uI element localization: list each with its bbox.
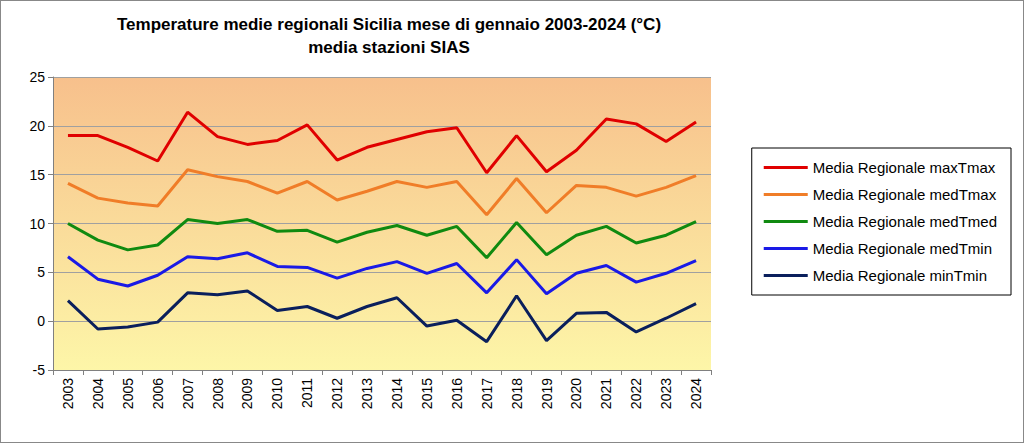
svg-text:2009: 2009: [239, 378, 255, 409]
svg-text:2020: 2020: [568, 378, 584, 409]
svg-text:10: 10: [29, 216, 45, 232]
svg-text:-5: -5: [33, 362, 46, 378]
svg-text:2017: 2017: [479, 378, 495, 409]
svg-text:2015: 2015: [419, 378, 435, 409]
svg-text:2004: 2004: [90, 378, 106, 409]
svg-text:2010: 2010: [269, 378, 285, 409]
svg-text:2012: 2012: [329, 378, 345, 409]
svg-text:2005: 2005: [120, 378, 136, 409]
svg-text:20: 20: [29, 118, 45, 134]
svg-text:2024: 2024: [688, 378, 704, 409]
svg-text:Media Regionale medTmed: Media Regionale medTmed: [813, 213, 997, 230]
svg-text:2021: 2021: [598, 378, 614, 409]
svg-text:2013: 2013: [359, 378, 375, 409]
svg-text:Temperature medie regionali Si: Temperature medie regionali Sicilia mese…: [117, 15, 661, 34]
svg-text:2019: 2019: [539, 378, 555, 409]
svg-text:2014: 2014: [389, 378, 405, 409]
svg-text:15: 15: [29, 167, 45, 183]
svg-text:2007: 2007: [180, 378, 196, 409]
svg-text:2011: 2011: [299, 378, 315, 408]
svg-text:0: 0: [37, 313, 45, 329]
svg-text:Media Regionale maxTmax: Media Regionale maxTmax: [813, 159, 996, 176]
svg-text:2022: 2022: [628, 378, 644, 409]
svg-text:Media Regionale minTmin: Media Regionale minTmin: [813, 267, 987, 284]
svg-text:2006: 2006: [150, 378, 166, 409]
svg-text:2018: 2018: [509, 378, 525, 409]
svg-text:Media Regionale medTmin: Media Regionale medTmin: [813, 240, 992, 257]
svg-text:media stazioni SIAS: media stazioni SIAS: [308, 38, 470, 57]
svg-text:2008: 2008: [210, 378, 226, 409]
svg-text:2003: 2003: [60, 378, 76, 409]
svg-text:2016: 2016: [449, 378, 465, 409]
svg-text:5: 5: [37, 264, 45, 280]
svg-text:25: 25: [29, 69, 45, 85]
svg-text:2023: 2023: [658, 378, 674, 409]
svg-text:Media Regionale medTmax: Media Regionale medTmax: [813, 186, 997, 203]
